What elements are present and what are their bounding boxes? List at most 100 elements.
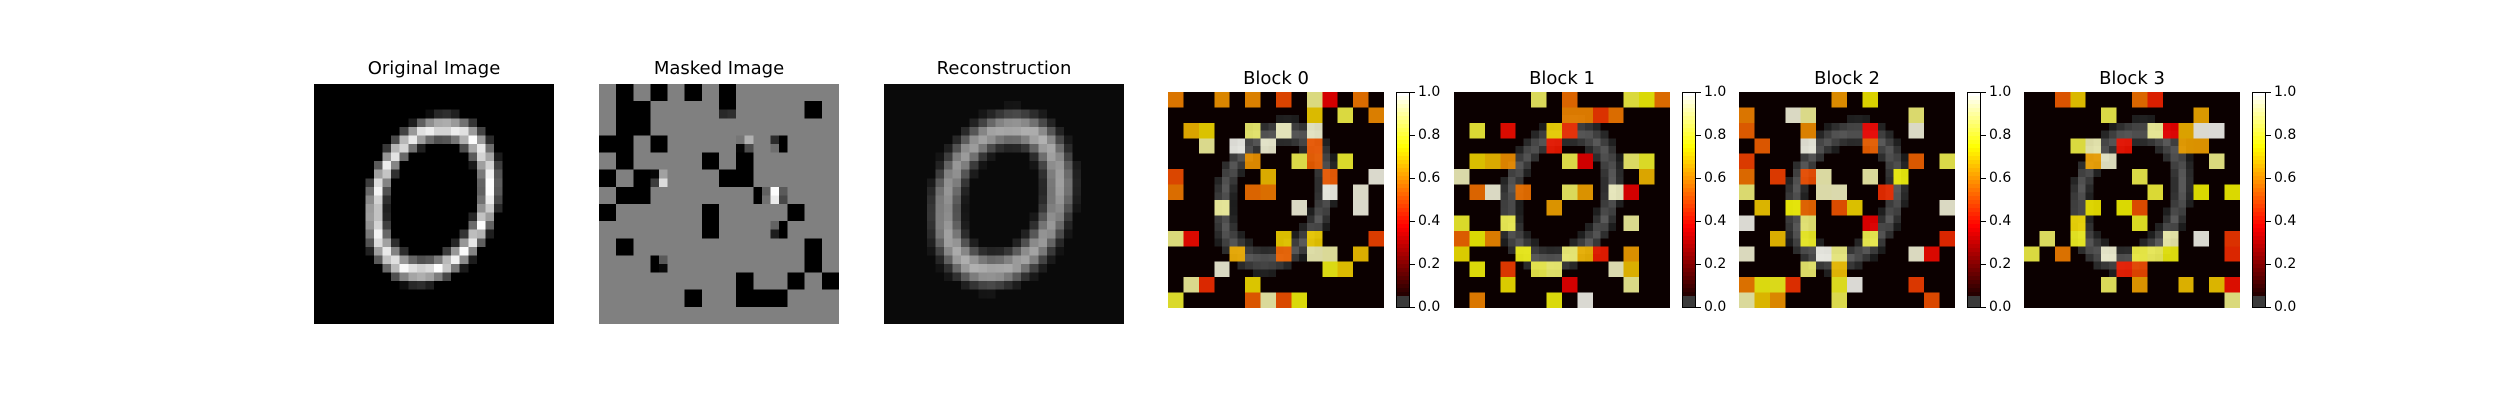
pixel bbox=[382, 195, 392, 204]
digit-underlay bbox=[1515, 169, 1524, 177]
digit-underlay bbox=[1616, 176, 1624, 185]
digit-underlay bbox=[2162, 215, 2171, 224]
attention-patch bbox=[1546, 200, 1562, 216]
pixel bbox=[1012, 126, 1022, 136]
digit-underlay bbox=[1314, 192, 1323, 200]
colorbar-step bbox=[2252, 108, 2266, 113]
visible-pixel bbox=[796, 204, 805, 213]
digit-underlay bbox=[1854, 246, 1863, 254]
visible-pixel bbox=[719, 84, 728, 93]
attention-patch bbox=[1531, 92, 1547, 108]
digit-underlay bbox=[1600, 169, 1609, 177]
colorbar-tickmark bbox=[1696, 264, 1701, 265]
colorbar-step bbox=[1682, 128, 1696, 133]
visible-pixel bbox=[744, 281, 754, 290]
visible-pixel bbox=[770, 298, 779, 307]
attention-patch bbox=[1908, 246, 1925, 262]
colorbar-step bbox=[1967, 256, 1981, 261]
colorbar-step bbox=[1396, 176, 1410, 181]
pixel bbox=[952, 212, 962, 222]
pixel bbox=[1004, 126, 1013, 136]
visible-pixel bbox=[624, 135, 634, 144]
colorbar-step bbox=[1682, 236, 1696, 241]
visible-pixel bbox=[804, 255, 814, 264]
colorbar-step bbox=[2252, 104, 2266, 109]
colorbar-step bbox=[1967, 208, 1981, 213]
digit-underlay bbox=[2178, 153, 2186, 162]
colorbar-step bbox=[1682, 300, 1696, 305]
colorbar-step bbox=[1967, 132, 1981, 137]
pixel bbox=[434, 264, 443, 273]
digit-underlay bbox=[1854, 254, 1863, 262]
colorbar-tick-label: 0.2 bbox=[2274, 256, 2297, 272]
attention-patch bbox=[2116, 200, 2132, 216]
digit-underlay bbox=[1616, 200, 1624, 208]
digit-underlay bbox=[1322, 215, 1330, 224]
pixel bbox=[952, 272, 962, 282]
pixel bbox=[926, 229, 936, 239]
digit-underlay bbox=[1785, 230, 1793, 239]
pixel bbox=[459, 229, 469, 239]
attention-patch bbox=[1353, 200, 1369, 216]
pixel bbox=[408, 144, 417, 153]
colorbar-step bbox=[1682, 172, 1696, 177]
colorbar-step bbox=[1396, 208, 1410, 213]
pixel bbox=[995, 126, 1004, 136]
digit-underlay bbox=[1314, 169, 1323, 177]
colorbar-step bbox=[1396, 300, 1410, 305]
digit-underlay bbox=[1592, 230, 1601, 239]
pixel bbox=[969, 272, 979, 282]
panel-title: Block 2 bbox=[1814, 68, 1880, 89]
attention-patch bbox=[1623, 246, 1640, 262]
attention-patch bbox=[1515, 184, 1532, 200]
pixel bbox=[485, 229, 494, 239]
panel-original: Original Image bbox=[314, 58, 554, 328]
digit-underlay bbox=[2162, 207, 2171, 216]
digit-underlay bbox=[1885, 207, 1894, 216]
pixel bbox=[408, 126, 417, 136]
colorbar-step bbox=[2252, 276, 2266, 281]
digit-underlay bbox=[2178, 184, 2186, 193]
digit-underlay bbox=[1214, 223, 1222, 231]
digit-underlay bbox=[1283, 115, 1292, 123]
pixel bbox=[391, 135, 400, 144]
visible-pixel bbox=[804, 246, 814, 256]
attention-patch bbox=[1739, 246, 1755, 262]
attention-patch bbox=[1739, 122, 1755, 139]
colorbar-step bbox=[1967, 96, 1981, 101]
pixel bbox=[1046, 246, 1056, 256]
attention-patch bbox=[1592, 107, 1609, 123]
colorbar-step bbox=[1396, 164, 1410, 169]
digit-underlay bbox=[2178, 176, 2186, 185]
attention-patch bbox=[1183, 230, 1199, 247]
digit-underlay bbox=[1214, 192, 1222, 200]
pixel bbox=[425, 255, 434, 264]
colorbar-step bbox=[1682, 120, 1696, 125]
attention-patch bbox=[1454, 169, 1470, 185]
colorbar-tickmark bbox=[2266, 178, 2271, 179]
visible-pixel bbox=[641, 126, 651, 136]
digit-underlay bbox=[2155, 230, 2163, 239]
pixel bbox=[1021, 255, 1030, 264]
colorbar-tick-label: 0.8 bbox=[1418, 127, 1441, 143]
attention-patch bbox=[1368, 169, 1384, 185]
attention-patch bbox=[1500, 277, 1516, 293]
visible-pixel bbox=[624, 84, 634, 93]
digit-underlay bbox=[1600, 223, 1609, 231]
visible-pixel bbox=[770, 144, 779, 153]
pixel bbox=[459, 135, 469, 144]
colorbar-tickmark bbox=[1981, 221, 1986, 222]
colorbar-step bbox=[1967, 140, 1981, 145]
pixel bbox=[978, 289, 987, 299]
pixel bbox=[944, 169, 953, 179]
pixel bbox=[1055, 186, 1064, 196]
visible-pixel bbox=[624, 92, 634, 102]
visible-pixel bbox=[736, 169, 745, 179]
colorbar-step bbox=[1396, 108, 1410, 113]
colorbar-step bbox=[1967, 172, 1981, 177]
digit-underlay bbox=[1600, 153, 1609, 162]
pixel bbox=[442, 135, 452, 144]
digit-underlay bbox=[1885, 153, 1894, 162]
pixel bbox=[485, 161, 494, 170]
digit-underlay bbox=[1585, 230, 1593, 239]
